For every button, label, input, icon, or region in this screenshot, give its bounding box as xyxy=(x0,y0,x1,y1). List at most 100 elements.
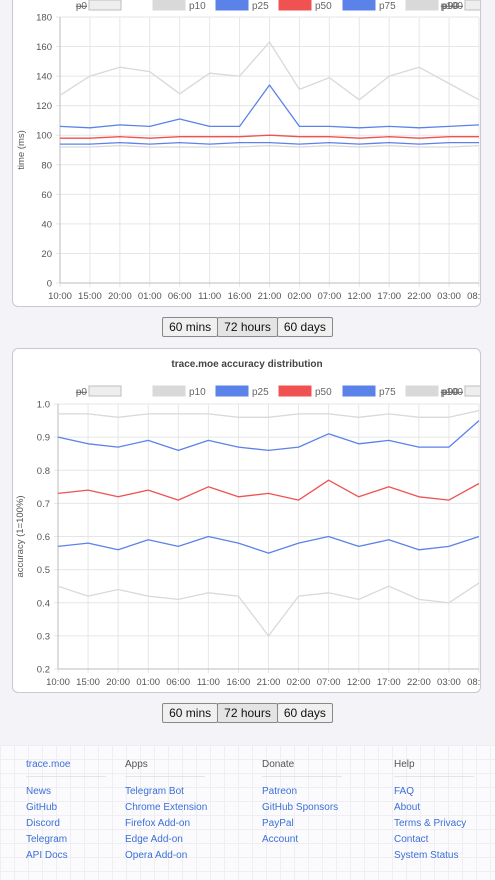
x-tick-label: 02:00 xyxy=(288,291,312,302)
y-tick-label: 20 xyxy=(41,249,52,260)
x-tick-label: 08:00 xyxy=(467,677,481,688)
footer-heading-apps: Apps xyxy=(125,759,205,777)
footer-link-opera-addon[interactable]: Opera Add-on xyxy=(125,850,188,861)
legend-label-p75: p75 xyxy=(379,1,396,12)
footer-heading-help: Help xyxy=(394,759,474,777)
footer-link-news[interactable]: News xyxy=(26,786,52,797)
legend-swatch-p50 xyxy=(278,0,312,11)
accuracy-chart-range-tabs: 60 mins 72 hours 60 days xyxy=(0,703,495,723)
y-tick-label: 0.3 xyxy=(37,631,50,642)
y-tick-label: 1.0 xyxy=(37,400,50,411)
legend-swatch-p100 xyxy=(464,0,480,11)
legend-swatch-p75 xyxy=(342,0,376,11)
y-tick-label: 40 xyxy=(41,219,52,230)
legend-label-p10: p10 xyxy=(189,387,206,398)
footer-link-telegram-bot[interactable]: Telegram Bot xyxy=(125,786,184,797)
legend-label-p10: p10 xyxy=(189,1,206,12)
x-tick-label: 11:00 xyxy=(198,291,221,302)
footer-link-paypal[interactable]: PayPal xyxy=(262,818,294,829)
y-tick-label: 0.5 xyxy=(37,565,50,576)
footer-link-firefox-addon[interactable]: Firefox Add-on xyxy=(125,818,191,829)
x-tick-label: 15:00 xyxy=(78,291,102,302)
footer-link-edge-addon[interactable]: Edge Add-on xyxy=(125,834,183,845)
x-tick-label: 16:00 xyxy=(228,291,252,302)
x-tick-label: 07:00 xyxy=(317,677,341,688)
legend-label-p25: p25 xyxy=(252,1,269,12)
legend-label-p50: p50 xyxy=(315,387,332,398)
footer-link-system-status[interactable]: System Status xyxy=(394,850,459,861)
x-tick-label: 12:00 xyxy=(347,291,371,302)
y-tick-label: 60 xyxy=(41,190,52,201)
x-tick-label: 22:00 xyxy=(407,677,431,688)
y-tick-label: 80 xyxy=(41,160,52,171)
legend-swatch-p50 xyxy=(278,385,312,397)
site-footer: trace.moe News GitHub Discord Telegram A… xyxy=(0,745,495,880)
time-chart-card: p0 p10 p25 p50 p75 p90 p100 0 20 40 60 80 100 120 140 1… xyxy=(12,0,481,307)
series-line-p25 xyxy=(60,141,479,145)
footer-link-telegram[interactable]: Telegram xyxy=(26,834,68,845)
legend-label-p0: p0 xyxy=(76,387,88,398)
footer-link-contact[interactable]: Contact xyxy=(394,834,429,845)
series-line-p10 xyxy=(60,144,480,148)
tab-60-days[interactable]: 60 days xyxy=(276,317,333,337)
tab-60-mins[interactable]: 60 mins xyxy=(162,703,219,723)
legend-swatch-p90 xyxy=(405,0,439,11)
footer-link-account[interactable]: Account xyxy=(262,834,299,845)
footer-link-patreon[interactable]: Patreon xyxy=(262,786,298,797)
x-tick-label: 21:00 xyxy=(257,677,281,688)
x-tick-label: 07:00 xyxy=(317,291,341,302)
footer-column-donate: Donate Patreon GitHub Sponsors PayPal Ac… xyxy=(262,759,342,848)
footer-column-apps: Apps Telegram Bot Chrome Extension Firef… xyxy=(125,759,207,864)
accuracy-distribution-chart: trace.moe accuracy distribution p0 p10 p25 p… xyxy=(15,359,481,688)
y-tick-label: 120 xyxy=(36,101,52,112)
x-tick-label: 06:00 xyxy=(166,677,190,688)
x-tick-label: 12:00 xyxy=(347,677,371,688)
footer-column-help: Help FAQ About Terms & Privacy Contact S… xyxy=(394,759,474,864)
time-chart-range-tabs: 60 mins 72 hours 60 days xyxy=(0,317,495,337)
x-tick-label: 20:00 xyxy=(108,291,132,302)
footer-link-discord[interactable]: Discord xyxy=(26,818,60,829)
tab-60-days[interactable]: 60 days xyxy=(276,703,333,723)
footer-heading-trace-moe[interactable]: trace.moe xyxy=(26,759,106,777)
tab-72-hours[interactable]: 72 hours xyxy=(217,317,278,337)
legend-label-p50: p50 xyxy=(315,1,332,12)
footer-link-faq[interactable]: FAQ xyxy=(394,786,415,797)
footer-link-api-docs[interactable]: API Docs xyxy=(26,850,68,861)
y-tick-label: 140 xyxy=(36,72,52,83)
footer-link-github[interactable]: GitHub xyxy=(26,802,58,813)
legend-label-p100: p100 xyxy=(441,387,464,398)
legend-swatch-p75 xyxy=(342,385,376,397)
y-tick-label: 0.7 xyxy=(37,499,50,510)
series-line-p90 xyxy=(59,41,480,101)
footer-link-github-sponsors[interactable]: GitHub Sponsors xyxy=(262,802,339,813)
footer-link-terms-privacy[interactable]: Terms & Privacy xyxy=(394,818,467,829)
x-tick-label: 10:00 xyxy=(48,291,72,302)
footer-link-about[interactable]: About xyxy=(394,802,421,813)
y-tick-label: 0.8 xyxy=(37,466,50,477)
x-tick-label: 03:00 xyxy=(437,291,461,302)
x-tick-label: 15:00 xyxy=(76,677,100,688)
legend-label-p75: p75 xyxy=(379,387,396,398)
y-tick-label: 0.6 xyxy=(37,532,50,543)
x-tick-label: 10:00 xyxy=(46,677,70,688)
legend-label-p0: p0 xyxy=(76,1,88,12)
x-tick-label: 03:00 xyxy=(437,677,461,688)
footer-heading-donate: Donate xyxy=(262,759,342,777)
legend-label-p90: p90 xyxy=(442,387,459,398)
y-tick-label: 180 xyxy=(36,13,52,24)
legend-swatch-p10 xyxy=(152,0,186,11)
legend-label-p90: p90 xyxy=(442,1,459,12)
tab-72-hours[interactable]: 72 hours xyxy=(217,703,278,723)
x-tick-label: 17:00 xyxy=(377,677,401,688)
series-line-p75 xyxy=(59,84,480,129)
legend-swatch-p25 xyxy=(215,0,249,11)
y-axis-label: accuracy (1=100%) xyxy=(15,495,26,577)
legend-label-p100: p100 xyxy=(441,1,464,12)
legend-swatch-p100 xyxy=(464,385,480,397)
footer-link-chrome-extension[interactable]: Chrome Extension xyxy=(125,802,208,813)
x-tick-label: 01:00 xyxy=(138,291,162,302)
legend-label-p25: p25 xyxy=(252,387,269,398)
tab-60-mins[interactable]: 60 mins xyxy=(162,317,219,337)
x-tick-label: 16:00 xyxy=(227,677,251,688)
